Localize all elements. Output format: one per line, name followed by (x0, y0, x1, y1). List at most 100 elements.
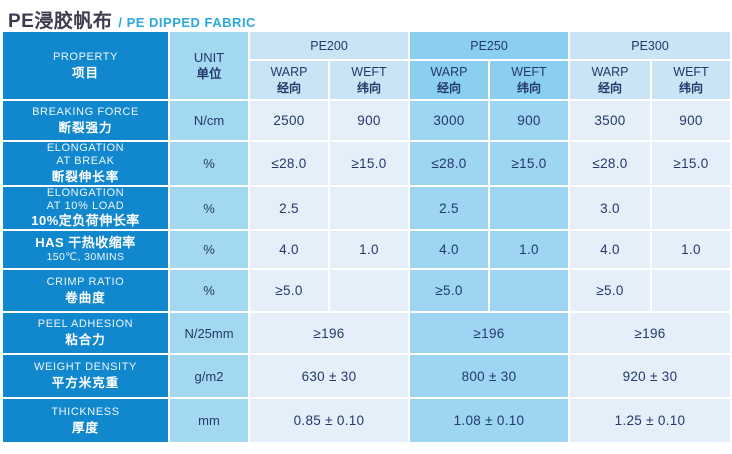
value-cell: 1.0 (330, 231, 408, 268)
unit-cell: % (170, 231, 248, 268)
property-en: WEIGHT DENSITY (34, 361, 137, 373)
value-cell: 3.0 (570, 187, 650, 229)
value-cell: ≤28.0 (570, 142, 650, 185)
value-cell: 900 (652, 101, 730, 140)
value-cell: 900 (490, 101, 568, 140)
value-cell (652, 187, 730, 229)
property-zh: 卷曲度 (65, 290, 106, 305)
property-en: PEEL ADHESION (37, 318, 134, 330)
property-zh: 断裂强力 (58, 120, 113, 135)
property-cell: THICKNESS 厚度 (3, 399, 168, 442)
header-group-row: PROPERTY 项目 UNIT 单位 PE200 PE250 PE300 (3, 32, 730, 99)
property-cell: ELONGATION AT BREAK 断裂伸长率 (3, 142, 168, 185)
unit-cell: N/cm (170, 101, 248, 140)
value-cell: ≥5.0 (410, 270, 488, 311)
weft-label-en: WEFT (511, 64, 547, 79)
table-row-peel-adhesion: PEEL ADHESION 粘合力 N/25mm ≥196 ≥196 ≥196 (3, 313, 730, 353)
value-cell: 2.5 (410, 187, 488, 229)
header-subrow: WARP 经向 WEFT 纬向 WARP 经向 WEFT 纬向 WARP 经向 … (3, 61, 730, 99)
warp-label-en: WARP (270, 64, 308, 79)
value-cell: ≥5.0 (250, 270, 328, 311)
property-en: BREAKING FORCE (32, 105, 139, 118)
property-zh: 粘合力 (65, 333, 106, 347)
property-en: ELONGATION (46, 142, 125, 154)
property-header-zh: 项目 (71, 65, 99, 80)
pe200-warp-header: WARP 经向 (250, 61, 328, 99)
table-row-weight-density: WEIGHT DENSITY 平方米克重 g/m2 630 ± 30 800 ±… (3, 355, 730, 397)
value-cell: 4.0 (250, 231, 328, 268)
value-cell: 2500 (250, 101, 328, 140)
pe250-warp-header: WARP 经向 (410, 61, 488, 99)
value-cell: 1.25 ± 0.10 (570, 399, 730, 442)
value-cell: 1.08 ± 0.10 (410, 399, 568, 442)
property-cell: ELONGATION AT 10% LOAD 10%定负荷伸长率 (3, 187, 168, 229)
table-row-breaking-force: BREAKING FORCE 断裂强力 N/cm 2500 900 3000 9… (3, 101, 730, 140)
property-zh: 厚度 (71, 420, 99, 435)
weft-label-en: WEFT (351, 64, 387, 79)
property-cell: CRIMP RATIO 卷曲度 (3, 270, 168, 311)
value-cell (490, 270, 568, 311)
weft-label-zh: 纬向 (678, 80, 703, 95)
property-cell: PEEL ADHESION 粘合力 (3, 313, 168, 353)
pe250-weft-header: WEFT 纬向 (490, 61, 568, 99)
property-header-cell: PROPERTY 项目 (3, 32, 168, 99)
property-cell: WEIGHT DENSITY 平方米克重 (3, 355, 168, 397)
property-en: AT BREAK (56, 155, 115, 167)
page-title-zh: PE浸胶帆布 (8, 11, 113, 32)
unit-header-en: UNIT (193, 49, 225, 65)
weft-label-zh: 纬向 (356, 80, 381, 95)
property-sub: 150℃, 30MINS (46, 251, 125, 263)
value-cell: ≥5.0 (570, 270, 650, 311)
weft-label-zh: 纬向 (516, 80, 541, 95)
warp-label-en: WARP (591, 64, 629, 79)
unit-cell: mm (170, 399, 248, 442)
value-cell: ≥196 (250, 313, 408, 353)
unit-cell: % (170, 187, 248, 229)
unit-cell: % (170, 142, 248, 185)
pe300-weft-header: WEFT 纬向 (652, 61, 730, 99)
value-cell (330, 187, 408, 229)
value-cell: ≥15.0 (490, 142, 568, 185)
unit-header-zh: 单位 (196, 66, 222, 81)
unit-cell: g/m2 (170, 355, 248, 397)
value-cell: ≥15.0 (330, 142, 408, 185)
weft-label-en: WEFT (673, 64, 709, 79)
table-row-thickness: THICKNESS 厚度 mm 0.85 ± 0.10 1.08 ± 0.10 … (3, 399, 730, 442)
group-header-pe250: PE250 (410, 32, 568, 59)
value-cell: 1.0 (490, 231, 568, 268)
property-zh: 10%定负荷伸长率 (31, 213, 140, 228)
pe200-weft-header: WEFT 纬向 (330, 61, 408, 99)
table-row-elongation-at-10-load: ELONGATION AT 10% LOAD 10%定负荷伸长率 % 2.5 2… (3, 187, 730, 229)
value-cell: 800 ± 30 (410, 355, 568, 397)
value-cell (490, 187, 568, 229)
value-cell: 3000 (410, 101, 488, 140)
property-en: THICKNESS (51, 405, 120, 418)
property-zh: 断裂伸长率 (51, 170, 120, 184)
property-header-en: PROPERTY (52, 50, 119, 63)
table-row-elongation-at-break: ELONGATION AT BREAK 断裂伸长率 % ≤28.0 ≥15.0 … (3, 142, 730, 185)
property-en: CRIMP RATIO (46, 275, 125, 288)
pe300-warp-header: WARP 经向 (570, 61, 650, 99)
table-row-crimp-ratio: CRIMP RATIO 卷曲度 % ≥5.0 ≥5.0 ≥5.0 (3, 270, 730, 311)
value-cell: ≤28.0 (410, 142, 488, 185)
property-cell: HAS 干热收缩率 150℃, 30MINS (3, 231, 168, 268)
property-en: ELONGATION (46, 187, 125, 199)
value-cell: 4.0 (570, 231, 650, 268)
value-cell: 900 (330, 101, 408, 140)
warp-label-zh: 经向 (597, 80, 622, 95)
value-cell: 3500 (570, 101, 650, 140)
value-cell: 630 ± 30 (250, 355, 408, 397)
unit-cell: % (170, 270, 248, 311)
value-cell: ≥196 (570, 313, 730, 353)
value-cell: ≥196 (410, 313, 568, 353)
group-header-pe200: PE200 (250, 32, 408, 59)
property-zh: 平方米克重 (51, 376, 120, 390)
unit-cell: N/25mm (170, 313, 248, 353)
value-cell: 1.0 (652, 231, 730, 268)
group-header-pe300: PE300 (570, 32, 730, 59)
value-cell (330, 270, 408, 311)
property-en: AT 10% LOAD (46, 200, 125, 212)
property-zh: HAS 干热收缩率 (35, 235, 136, 250)
page-title-en: / PE DIPPED FABRIC (118, 15, 256, 30)
